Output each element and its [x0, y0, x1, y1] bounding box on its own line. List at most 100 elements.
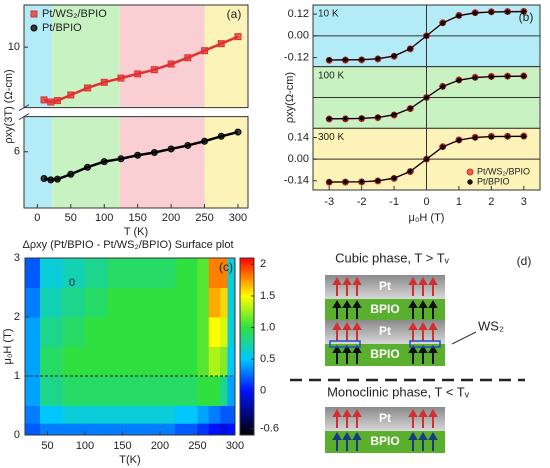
arrow	[408, 345, 418, 364]
colorbar-label: 1.0	[260, 321, 275, 333]
y-tick-label: 2	[14, 311, 20, 323]
panel-label: (c)	[219, 260, 233, 274]
marker	[201, 47, 209, 55]
axis-frame	[23, 4, 249, 109]
heat-cell	[197, 423, 210, 436]
x-tick-label: 100	[95, 212, 113, 224]
arrow	[418, 345, 428, 364]
x-tick-label: 3	[521, 196, 527, 208]
heat-cell	[130, 258, 153, 288]
arrow	[428, 277, 438, 296]
y-tick-label: 0.12	[288, 8, 309, 20]
heat-cell	[152, 258, 176, 288]
arrow	[408, 277, 418, 296]
region	[119, 5, 205, 208]
heat-cell	[130, 423, 153, 436]
y-tick-label: 6	[14, 146, 20, 158]
heat-cell	[197, 258, 210, 288]
heat-cell	[107, 405, 131, 424]
x-tick-label: 300	[229, 212, 247, 224]
ws2-layer	[409, 340, 441, 348]
marker	[504, 73, 511, 80]
marker	[455, 77, 462, 84]
arrow	[428, 432, 438, 451]
arrow	[352, 300, 362, 319]
marker	[466, 168, 474, 176]
arrow	[332, 322, 342, 341]
heat-cell	[25, 258, 41, 288]
marker	[67, 91, 75, 99]
marker	[47, 98, 55, 106]
marker	[520, 73, 527, 80]
heat-cell	[85, 423, 108, 436]
marker	[100, 158, 108, 166]
heat-cell	[40, 258, 63, 288]
ws2-layer	[329, 340, 361, 348]
heat-cell	[62, 258, 86, 288]
y-tick-label: 10	[8, 41, 20, 53]
layer-label: BPIO	[370, 302, 399, 316]
heat-cell	[197, 287, 210, 318]
heat-cell	[208, 258, 221, 288]
axis-break	[18, 107, 254, 117]
y-axis-label: ρxy(Ω-cm)	[284, 72, 296, 123]
layer-label: Pt	[379, 324, 391, 338]
marker	[358, 56, 365, 63]
marker	[467, 179, 473, 185]
marker	[30, 24, 38, 32]
marker	[67, 170, 75, 178]
marker	[472, 9, 479, 16]
colorbar-label: 1.5	[260, 290, 275, 302]
x-tick-label: -2	[357, 196, 367, 208]
heat-cell	[220, 258, 228, 288]
marker	[184, 141, 192, 149]
heat-cell	[40, 317, 63, 347]
arrow	[408, 409, 418, 428]
marker	[423, 32, 430, 39]
heat-cell	[197, 317, 210, 347]
y-tick-label: 0.14	[288, 131, 309, 143]
heat-cell	[175, 423, 198, 436]
panel-name: 10 K	[318, 9, 339, 20]
heat-cell	[25, 376, 41, 406]
marker	[167, 60, 175, 68]
x-tick-label: 1	[456, 196, 462, 208]
marker	[47, 176, 55, 184]
marker	[358, 178, 365, 185]
marker	[117, 155, 125, 163]
marker	[184, 54, 192, 62]
heat-cell	[85, 376, 108, 406]
heat-cell	[227, 405, 236, 424]
y-tick-label: 1	[14, 370, 20, 382]
arrow	[408, 432, 418, 451]
arrow	[352, 277, 362, 296]
heat-cell	[227, 423, 236, 436]
marker	[439, 83, 446, 90]
heat-cell	[130, 376, 153, 406]
heat-cell	[220, 287, 228, 318]
marker	[40, 174, 48, 182]
marker	[326, 115, 333, 122]
arrow	[342, 432, 352, 451]
marker	[374, 114, 381, 121]
heat-cell	[220, 346, 228, 377]
axis-frame	[23, 116, 249, 209]
arrow	[418, 300, 428, 319]
heat-cell	[220, 376, 228, 406]
region	[204, 5, 248, 208]
heat-cell	[62, 423, 86, 436]
heat-cell	[62, 287, 86, 318]
heat-cell	[152, 423, 176, 436]
marker	[30, 10, 38, 18]
x-axis-label: μ₀H (T)	[409, 212, 445, 224]
x-tick-label: 0	[423, 196, 429, 208]
x-tick-label: 100	[76, 440, 94, 452]
x-tick-label: 200	[151, 440, 169, 452]
heat-cell	[208, 376, 221, 406]
marker	[167, 145, 175, 153]
heat-cell	[130, 287, 153, 318]
heat-cell	[62, 346, 86, 377]
y-axis-label: ρxy(3T) (Ω-cm)	[3, 69, 15, 143]
heat-cell	[152, 317, 176, 347]
arrow	[418, 277, 428, 296]
